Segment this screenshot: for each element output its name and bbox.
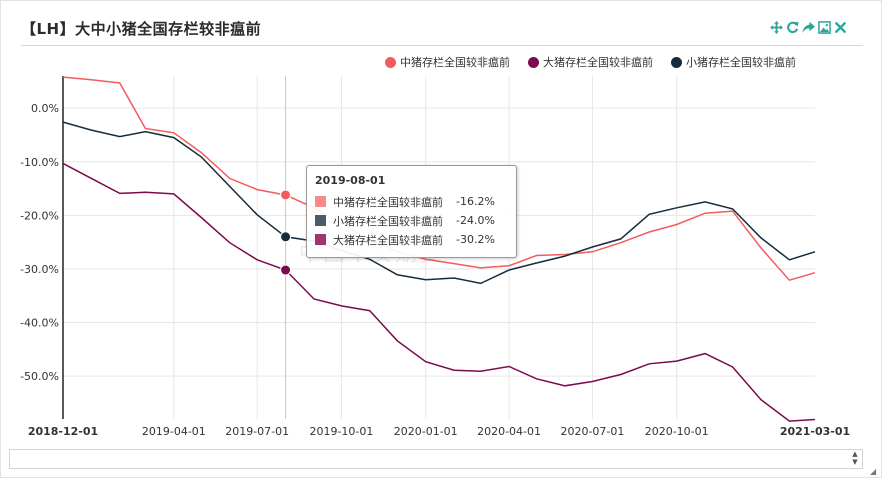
hover-point (280, 264, 292, 276)
tooltip-row: 中猪存栏全国较非瘟前 -16.2% (315, 192, 508, 211)
tooltip-series-name: 小猪存栏全国较非瘟前 (333, 214, 443, 228)
y-tick-label: 0.0% (31, 102, 59, 115)
series-line (62, 121, 816, 285)
hover-point (280, 189, 292, 201)
chart-legend: 中猪存栏全国较非瘟前 大猪存栏全国较非瘟前 小猪存栏全国较非瘟前 (385, 54, 796, 70)
tooltip-date: 2019-08-01 (315, 174, 386, 187)
chart-tooltip: 2019-08-01 中猪存栏全国较非瘟前 -16.2% 小猪存栏全国较非瘟前 … (306, 165, 517, 258)
title-divider (21, 45, 863, 46)
x-tick-label: 2021-03-01 (780, 425, 850, 438)
x-tick-label: 2019-07-01 (225, 425, 289, 438)
x-tick-label: 2020-07-01 (560, 425, 624, 438)
tooltip-swatch (315, 215, 326, 226)
series-line (62, 162, 816, 422)
resize-grip-icon[interactable]: ◢ (870, 467, 877, 476)
chart-toolbar (770, 21, 847, 34)
x-tick-label: 2020-01-01 (394, 425, 458, 438)
legend-item-small-pig[interactable]: 小猪存栏全国较非瘟前 (671, 54, 796, 70)
tooltip-value: -24.0% (456, 214, 495, 227)
y-tick-label: -50.0% (20, 370, 59, 383)
y-tick-label: -30.0% (20, 263, 59, 276)
tooltip-value: -30.2% (456, 233, 495, 246)
tooltip-series-name: 大猪存栏全国较非瘟前 (333, 233, 443, 247)
bottom-scrollbar[interactable]: ▲ ▼ (9, 449, 863, 469)
tooltip-swatch (315, 234, 326, 245)
legend-label: 中猪存栏全国较非瘟前 (400, 56, 510, 69)
legend-label: 大猪存栏全国较非瘟前 (543, 56, 653, 69)
move-icon[interactable] (770, 21, 783, 34)
hover-point (280, 231, 292, 243)
tooltip-value: -16.2% (456, 195, 495, 208)
legend-swatch (671, 56, 682, 68)
x-tick-label: 2020-10-01 (645, 425, 709, 438)
x-tick-label: 2020-04-01 (477, 425, 541, 438)
share-icon[interactable] (802, 21, 815, 34)
legend-label: 小猪存栏全国较非瘟前 (686, 56, 796, 69)
x-tick-label: 2019-04-01 (142, 425, 206, 438)
chart-title: 【LH】大中小猪全国存栏较非瘟前 (21, 20, 262, 38)
image-icon[interactable] (818, 21, 831, 34)
x-tick-label: 2019-10-01 (309, 425, 373, 438)
y-tick-label: -10.0% (20, 156, 59, 169)
scroll-arrows[interactable]: ▲ ▼ (852, 450, 858, 466)
y-tick-label: -20.0% (20, 209, 59, 222)
tooltip-swatch (315, 196, 326, 207)
close-icon[interactable] (834, 21, 847, 34)
series-line (62, 76, 816, 282)
legend-swatch (385, 56, 396, 68)
legend-item-medium-pig[interactable]: 中猪存栏全国较非瘟前 (385, 54, 510, 70)
legend-item-large-pig[interactable]: 大猪存栏全国较非瘟前 (528, 54, 653, 70)
refresh-icon[interactable] (786, 21, 799, 34)
tooltip-row: 小猪存栏全国较非瘟前 -24.0% (315, 211, 508, 230)
legend-swatch (528, 56, 539, 68)
x-tick-label: 2018-12-01 (28, 425, 98, 438)
tooltip-row: 大猪存栏全国较非瘟前 -30.2% (315, 230, 508, 249)
y-tick-label: -40.0% (20, 317, 59, 330)
tooltip-series-name: 中猪存栏全国较非瘟前 (333, 195, 443, 209)
